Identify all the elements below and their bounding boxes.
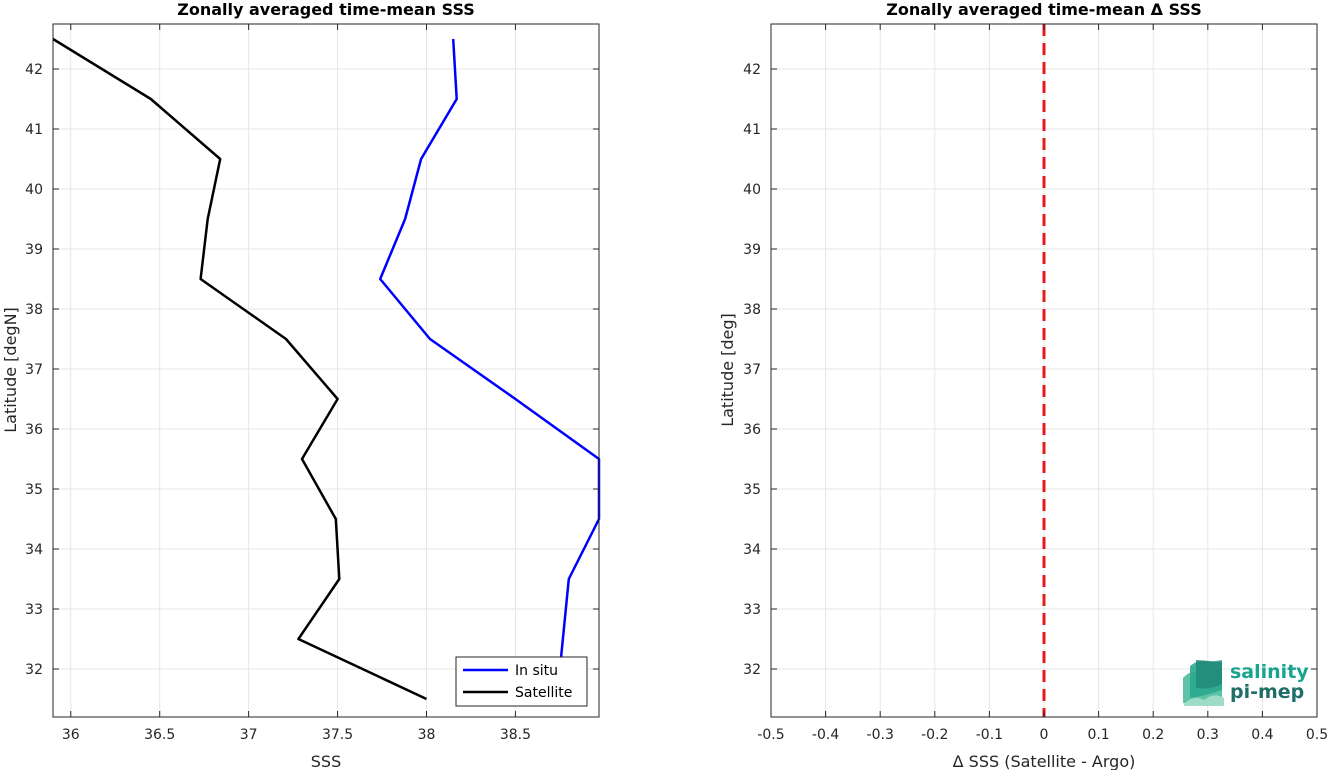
y-tick-label: 42 [25, 62, 43, 78]
legend-box [455, 656, 588, 707]
axes-frame-left [52, 23, 600, 718]
y-tick-label: 40 [743, 182, 761, 198]
y-tick-label: 34 [25, 542, 43, 558]
y-tick-label: 34 [743, 542, 761, 558]
y-tick-label: 39 [25, 242, 43, 258]
y-tick-label: 42 [743, 62, 761, 78]
chart-right: -0.5 -0.4 -0.3 -0.2 -0.1 0 0.1 0.2 0.3 0.4 0.5 32 33… [718, 0, 1328, 770]
y-tick-label: 32 [743, 662, 761, 678]
y-tick-label: 33 [743, 602, 761, 618]
series-line-in-situ [378, 38, 601, 670]
y-tick-label: 33 [25, 602, 43, 618]
y-tick-label: 41 [743, 122, 761, 138]
x-tick-label: 0.4 [1251, 727, 1273, 743]
series-left [52, 37, 601, 701]
y-tick-label: 39 [743, 242, 761, 258]
x-tick-label: 38 [418, 727, 436, 743]
x-tick-label: 36.5 [144, 727, 175, 743]
y-tick-label: 37 [25, 362, 43, 378]
x-axis-label-left: SSS [311, 752, 341, 770]
legend-label-in-situ: In situ [515, 663, 558, 679]
x-tick-label: 0.1 [1087, 727, 1109, 743]
logo-text-salinity: salinity [1230, 661, 1309, 683]
y-tick-label: 38 [743, 302, 761, 318]
series-line-satellite [52, 37, 428, 701]
x-tick-label: -0.1 [976, 727, 1003, 743]
y-tick-label: 37 [743, 362, 761, 378]
y-tick-label: 40 [25, 182, 43, 198]
x-tick-label: -0.2 [921, 727, 948, 743]
legend: In situ Satellite [455, 656, 588, 707]
x-axis-label-right: Δ SSS (Satellite - Argo) [953, 752, 1136, 770]
x-tick-label: -0.4 [812, 727, 839, 743]
ticks-right: -0.5 -0.4 -0.3 -0.2 -0.1 0 0.1 0.2 0.3 0.4 0.5 32 33… [743, 24, 1328, 743]
logo-wave-icon [1183, 660, 1224, 706]
x-tick-label: 38.5 [500, 727, 531, 743]
y-tick-label: 36 [743, 422, 761, 438]
x-tick-label: -0.3 [867, 727, 894, 743]
chart-title-left: Zonally averaged time-mean SSS [177, 0, 475, 19]
x-tick-label: 0.3 [1197, 727, 1219, 743]
y-tick-label: 36 [25, 422, 43, 438]
y-tick-label: 41 [25, 122, 43, 138]
x-tick-label: -0.5 [757, 727, 784, 743]
x-tick-label: 37 [240, 727, 258, 743]
x-tick-label: 36 [62, 727, 80, 743]
x-tick-label: 0 [1040, 727, 1049, 743]
y-axis-label-right: Latitude [deg] [718, 313, 737, 427]
legend-label-satellite: Satellite [515, 685, 572, 701]
logo-text-pimep: pi-mep [1230, 681, 1304, 703]
x-tick-label: 0.2 [1142, 727, 1164, 743]
y-tick-label: 32 [25, 662, 43, 678]
salinity-pimep-logo: salinity pi-mep [1183, 660, 1309, 706]
y-tick-label: 38 [25, 302, 43, 318]
y-tick-label: 35 [743, 482, 761, 498]
y-axis-label-left: Latitude [degN] [1, 307, 20, 433]
chart-title-right: Zonally averaged time-mean Δ SSS [886, 0, 1202, 19]
chart-left: 36 36.5 37 37.5 38 38.5 32 33 34 35 36 37 38 39 40 41 42… [1, 0, 601, 770]
ticks-left: 36 36.5 37 37.5 38 38.5 32 33 34 35 36 37 38 39 40 41 42 [25, 24, 599, 743]
grid-left [53, 24, 599, 717]
x-tick-label: 0.5 [1306, 727, 1328, 743]
y-tick-label: 35 [25, 482, 43, 498]
x-tick-label: 37.5 [322, 727, 353, 743]
